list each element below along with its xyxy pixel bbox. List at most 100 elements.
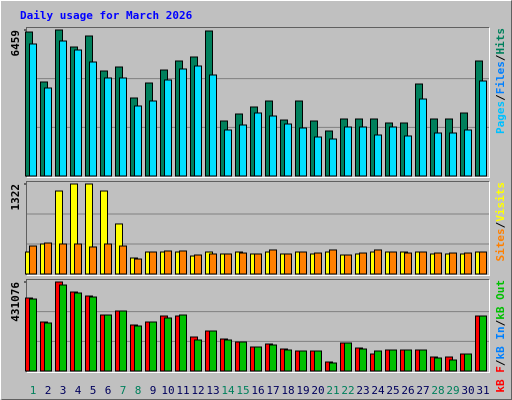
bar [329, 249, 337, 275]
bar [464, 252, 472, 275]
bar [74, 292, 82, 372]
x-tick-label: 7 [120, 384, 127, 397]
x-tick-label: 9 [150, 384, 157, 397]
bar [404, 349, 412, 372]
bar [449, 359, 457, 372]
bar [344, 342, 352, 372]
bar [314, 136, 322, 177]
bar [59, 284, 67, 372]
bar [209, 253, 217, 275]
bar [149, 251, 157, 275]
bar [149, 100, 157, 177]
bar [119, 245, 127, 275]
bar [389, 126, 397, 177]
legend-entry: Pages [494, 101, 507, 134]
chart-title: Daily usage for March 2026 [20, 9, 193, 22]
bar [329, 362, 337, 372]
bar [284, 253, 292, 275]
bar [224, 253, 232, 275]
panel-border-light [26, 181, 490, 276]
legend-entry: kB In [494, 326, 507, 359]
bar [194, 65, 202, 177]
bar [284, 349, 292, 372]
bar [74, 49, 82, 177]
bar [419, 349, 427, 372]
y-max-label: 1322 [9, 184, 22, 211]
bar [164, 317, 172, 372]
legend-entry: Visits [494, 182, 507, 222]
legend: Sites/Visits [494, 182, 507, 262]
x-tick-label: 5 [90, 384, 97, 397]
bar [434, 132, 442, 177]
legend-separator: / [494, 221, 507, 228]
x-tick-label: 20 [311, 384, 324, 397]
y-max-label: 6459 [9, 30, 22, 57]
x-tick-label: 24 [371, 384, 385, 397]
bar [329, 138, 337, 177]
bar [419, 251, 427, 275]
bar [299, 251, 307, 275]
x-tick-label: 27 [416, 384, 429, 397]
x-tick-label: 28 [431, 384, 444, 397]
y-max-label: 431076 [9, 282, 22, 322]
bar [479, 315, 487, 372]
legend: Pages/Files/Hits [494, 28, 507, 134]
bar [194, 339, 202, 372]
bar [269, 249, 277, 275]
bar [374, 134, 382, 177]
bar [464, 353, 472, 372]
bar [44, 322, 52, 372]
bar [239, 341, 247, 372]
bar [44, 242, 52, 275]
bar [299, 127, 307, 177]
bar [464, 129, 472, 177]
bar [449, 132, 457, 177]
bar [359, 126, 367, 177]
legend-entry: Hits [494, 28, 507, 55]
bar [389, 349, 397, 372]
bar [314, 350, 322, 372]
legend-separator: / [494, 94, 507, 101]
x-tick-label: 1 [30, 384, 37, 397]
bar [389, 251, 397, 275]
bar [179, 314, 187, 372]
panel-border-light [26, 27, 490, 178]
panel-border-light [26, 279, 490, 373]
bar [59, 243, 67, 275]
panel-border-dark [26, 181, 490, 276]
bar [134, 325, 142, 372]
bar [404, 252, 412, 275]
bar [104, 77, 112, 177]
bar [164, 79, 172, 177]
bar [179, 68, 187, 177]
legend-separator: / [494, 54, 507, 61]
bar [164, 250, 172, 275]
bar [479, 80, 487, 177]
bar [479, 251, 487, 275]
bar [254, 253, 262, 275]
bar [89, 61, 97, 177]
x-tick-label: 23 [356, 384, 369, 397]
bar [404, 135, 412, 177]
legend-entry: kB F [494, 366, 507, 393]
bar [104, 243, 112, 275]
x-tick-label: 12 [191, 384, 204, 397]
legend-entry: kB Out [494, 280, 507, 320]
bar [269, 115, 277, 177]
bar [119, 310, 127, 372]
bar [104, 314, 112, 372]
bar [119, 77, 127, 177]
bar [359, 252, 367, 275]
x-tick-label: 30 [461, 384, 474, 397]
bar [359, 348, 367, 372]
x-tick-label: 21 [326, 384, 339, 397]
bar [29, 43, 37, 177]
bar [284, 123, 292, 177]
bar [74, 243, 82, 275]
bar [224, 129, 232, 177]
legend: kB F/kB In/kB Out [494, 280, 507, 393]
bar [299, 350, 307, 372]
bar [209, 74, 217, 177]
